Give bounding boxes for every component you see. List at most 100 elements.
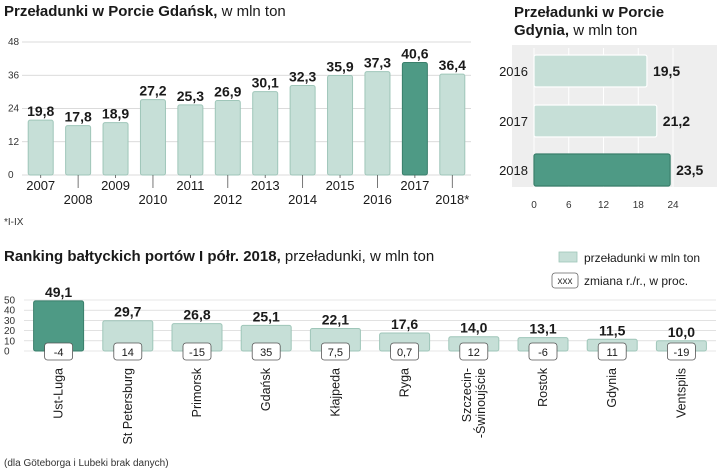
gdansk-bar — [139, 99, 166, 176]
gdansk-year-label: 2013 — [251, 178, 280, 193]
ranking-value-label: 14,0 — [460, 320, 487, 336]
gdansk-ytick: 24 — [8, 104, 20, 115]
gdansk-year-label: 2010 — [138, 192, 167, 207]
gdansk-bar — [401, 62, 428, 176]
gdansk-year-label: 2011 — [176, 178, 204, 193]
gdansk-year-label: 2008 — [64, 192, 93, 207]
gdansk-value-label: 17,8 — [65, 109, 92, 125]
gdansk-ytick: 48 — [8, 37, 20, 48]
ranking-value-label: 26,8 — [183, 307, 210, 323]
ranking-change-box — [251, 342, 281, 361]
legend-box-sample: xxx — [558, 276, 573, 287]
ranking-value-label: 10,0 — [668, 324, 695, 340]
ranking-ytick: 50 — [4, 296, 16, 307]
ranking-port-label: Gdańsk — [259, 367, 273, 411]
gdansk-value-label: 18,9 — [102, 106, 129, 122]
ranking-change-label: -4 — [54, 347, 64, 359]
gdansk-chart: 0 12 24 36 48 19,8 2007 17,8 2008 18,9 2009 27,2 201… — [8, 37, 471, 207]
gdansk-value-label: 26,9 — [214, 83, 241, 99]
gdansk-bar — [327, 75, 354, 176]
ranking-port-label: Szczecin--Świnoujście — [460, 368, 488, 438]
gdansk-bar — [102, 122, 129, 176]
ranking-value-label: 25,1 — [253, 308, 280, 324]
ranking-port-label-line: -Świnoujście — [473, 368, 488, 438]
ranking-port-label: Rostok — [536, 367, 550, 407]
gdynia-bar — [533, 153, 671, 187]
ranking-port-label: Kłajpeda — [328, 368, 342, 417]
ranking-title: Ranking bałtyckich portów I półr. 2018, … — [4, 248, 434, 265]
ranking-change-box — [459, 342, 489, 361]
gdansk-bar — [27, 119, 54, 176]
gdynia-xtick: 24 — [667, 200, 679, 211]
gdynia-title-line2: Gdynia, w mln ton — [514, 22, 637, 39]
gdansk-bar — [439, 73, 466, 176]
gdynia-xtick: 12 — [598, 200, 610, 211]
ranking-ytick: 40 — [4, 306, 16, 317]
gdansk-year-label: 2015 — [326, 178, 355, 193]
gdansk-year-label: 2007 — [26, 178, 55, 193]
ranking-legend: przeładunki w mln ton xxx zmiana r./r., … — [551, 251, 700, 289]
gdynia-chart: 0 6 12 18 24 2016 19,5 2017 21,2 2018 23,5 — [499, 48, 704, 211]
gdansk-year-label: 2009 — [101, 178, 130, 193]
gdynia-year-label: 2016 — [499, 64, 528, 79]
gdynia-year-label: 2018 — [499, 163, 528, 178]
gdansk-title: Przeładunki w Porcie Gdańsk, w mln ton — [4, 3, 286, 20]
gdansk-ytick: 36 — [8, 70, 20, 81]
ranking-port-label: Ryga — [398, 368, 412, 397]
legend-bar-swatch — [558, 251, 578, 263]
ranking-change-label: -6 — [538, 347, 548, 359]
gdansk-value-label: 37,3 — [364, 55, 391, 71]
gdansk-year-label: 2016 — [363, 192, 392, 207]
gdynia-value-label: 21,2 — [663, 113, 690, 129]
gdansk-value-label: 40,6 — [401, 46, 428, 62]
ranking-change-label: -15 — [189, 347, 205, 359]
ranking-value-label: 13,1 — [529, 321, 556, 337]
ranking-port-label-line: Szczecin- — [460, 368, 474, 422]
ranking-value-label: 17,6 — [391, 316, 418, 332]
gdansk-year-label: 2012 — [213, 192, 242, 207]
gdansk-value-label: 25,3 — [177, 88, 204, 104]
gdansk-bar — [364, 71, 391, 176]
ranking-change-label: 0,7 — [397, 347, 412, 359]
ranking-port-label: Primorsk — [190, 367, 204, 417]
ranking-change-box — [113, 342, 143, 361]
gdansk-bar — [177, 104, 204, 176]
gdynia-bar — [533, 104, 658, 138]
ranking-value-label: 11,5 — [599, 322, 626, 338]
gdynia-bar — [533, 54, 648, 88]
ranking-ytick: 20 — [4, 326, 16, 337]
gdynia-xtick: 0 — [531, 200, 537, 211]
ranking-change-box — [44, 342, 73, 361]
legend-bar-label: przeładunki w mln ton — [584, 251, 700, 265]
gdansk-bar — [289, 85, 316, 176]
ranking-ytick: 10 — [4, 336, 16, 347]
ranking-ytick: 30 — [4, 316, 16, 327]
gdynia-xtick: 18 — [633, 200, 645, 211]
ranking-change-box — [182, 342, 212, 361]
ranking-value-label: 29,7 — [114, 304, 141, 320]
ranking-port-label: Gdynia — [605, 368, 619, 408]
gdansk-value-label: 19,8 — [27, 103, 54, 119]
ranking-change-box — [390, 342, 420, 361]
gdansk-bar — [214, 99, 241, 176]
gdansk-value-label: 30,1 — [252, 75, 279, 91]
ranking-port-label: St Petersburg — [121, 368, 135, 444]
ranking-change-box — [667, 342, 696, 361]
gdansk-ytick: 12 — [8, 137, 20, 148]
ranking-change-label: 12 — [468, 347, 480, 359]
gdansk-year-label: 2018* — [435, 192, 469, 207]
ranking-change-label: -19 — [673, 347, 689, 359]
ranking-change-box — [528, 342, 558, 361]
gdansk-value-label: 27,2 — [139, 83, 166, 99]
gdansk-year-label: 2017 — [400, 178, 429, 193]
ranking-change-box — [597, 342, 627, 361]
gdynia-xtick: 6 — [566, 200, 572, 211]
ranking-change-label: 14 — [122, 347, 134, 359]
gdansk-value-label: 32,3 — [289, 69, 316, 85]
gdansk-footnote: *I-IX — [4, 217, 24, 228]
gdansk-year-label: 2014 — [288, 192, 317, 207]
ranking-ytick: 0 — [4, 347, 10, 358]
